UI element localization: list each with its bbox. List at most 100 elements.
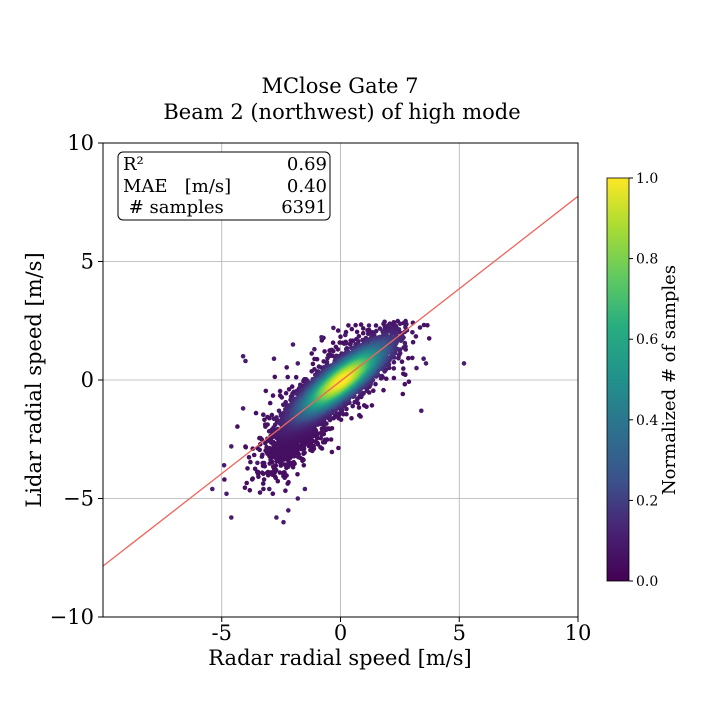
data-point <box>391 375 397 381</box>
data-point <box>344 406 349 412</box>
data-point <box>275 478 281 484</box>
data-point <box>290 342 296 347</box>
data-point <box>385 323 391 328</box>
data-point <box>356 339 361 344</box>
data-point <box>402 381 408 387</box>
data-point <box>361 403 367 408</box>
data-point <box>410 330 415 335</box>
data-point <box>419 408 424 414</box>
data-point <box>281 470 287 475</box>
data-point <box>331 325 336 331</box>
data-point <box>261 412 266 418</box>
data-point <box>349 326 355 332</box>
data-point <box>360 330 366 336</box>
data-point <box>381 387 386 393</box>
data-point <box>302 450 307 456</box>
data-point <box>286 387 292 392</box>
data-point <box>319 426 325 432</box>
data-point <box>267 415 272 421</box>
data-point <box>373 381 378 387</box>
data-point <box>397 321 403 327</box>
data-point <box>244 480 249 486</box>
data-point <box>261 486 266 492</box>
data-point <box>302 486 308 492</box>
data-point <box>269 412 275 418</box>
data-point <box>400 391 406 397</box>
data-point <box>401 345 407 350</box>
data-point <box>289 384 295 389</box>
data-points <box>210 318 467 525</box>
data-point <box>285 374 291 380</box>
data-point <box>242 485 248 491</box>
data-point <box>325 356 330 361</box>
data-point <box>272 463 278 468</box>
data-point <box>283 390 289 396</box>
data-point <box>263 388 269 394</box>
data-point <box>377 326 383 331</box>
data-point <box>329 449 335 455</box>
data-point <box>331 348 336 354</box>
data-point <box>397 351 403 356</box>
data-point <box>401 366 406 371</box>
data-point <box>210 486 215 492</box>
data-point <box>410 355 415 361</box>
data-point <box>410 339 416 345</box>
data-point <box>369 403 375 408</box>
data-point <box>224 491 229 497</box>
data-point <box>350 403 356 409</box>
data-point <box>322 349 327 354</box>
data-point <box>221 463 227 468</box>
data-point <box>277 388 283 394</box>
data-point <box>235 424 240 429</box>
data-point <box>245 466 250 471</box>
data-point <box>310 361 316 367</box>
data-point <box>353 322 358 328</box>
data-point <box>349 416 354 421</box>
data-point <box>314 356 320 362</box>
data-point <box>423 361 429 366</box>
data-point <box>425 323 430 328</box>
data-point <box>240 406 246 411</box>
data-point <box>265 422 270 427</box>
data-point <box>261 477 267 482</box>
data-point <box>357 394 362 400</box>
data-point <box>283 488 288 494</box>
data-point <box>357 412 362 418</box>
data-point <box>286 479 291 485</box>
data-point <box>421 356 426 362</box>
data-point <box>391 366 397 371</box>
data-point <box>260 452 265 458</box>
data-point <box>399 359 405 365</box>
data-point <box>252 466 258 472</box>
chart-title-line-2: Beam 2 (northwest) of high mode <box>163 100 520 124</box>
data-point <box>413 334 419 339</box>
data-point <box>312 346 317 352</box>
data-point <box>309 351 315 356</box>
data-point <box>295 472 300 477</box>
data-point <box>343 332 348 338</box>
data-point <box>229 515 234 520</box>
data-point <box>229 444 234 449</box>
data-point <box>406 379 412 385</box>
data-point <box>255 460 260 466</box>
data-point <box>391 359 397 365</box>
data-point <box>421 322 427 328</box>
data-point <box>243 445 249 450</box>
data-point <box>281 519 286 525</box>
data-point <box>414 365 419 371</box>
data-point <box>371 388 376 394</box>
data-point <box>354 329 360 335</box>
data-point <box>335 347 341 352</box>
chart-title-line-1: MClose Gate 7 <box>261 74 418 98</box>
data-point <box>253 410 259 416</box>
data-point <box>270 393 276 398</box>
data-point <box>282 462 288 467</box>
data-point <box>262 417 267 423</box>
data-point <box>259 470 265 476</box>
data-point <box>243 358 248 364</box>
data-point <box>257 490 263 495</box>
data-point <box>379 373 385 379</box>
data-point <box>322 437 328 443</box>
data-point <box>246 455 252 460</box>
